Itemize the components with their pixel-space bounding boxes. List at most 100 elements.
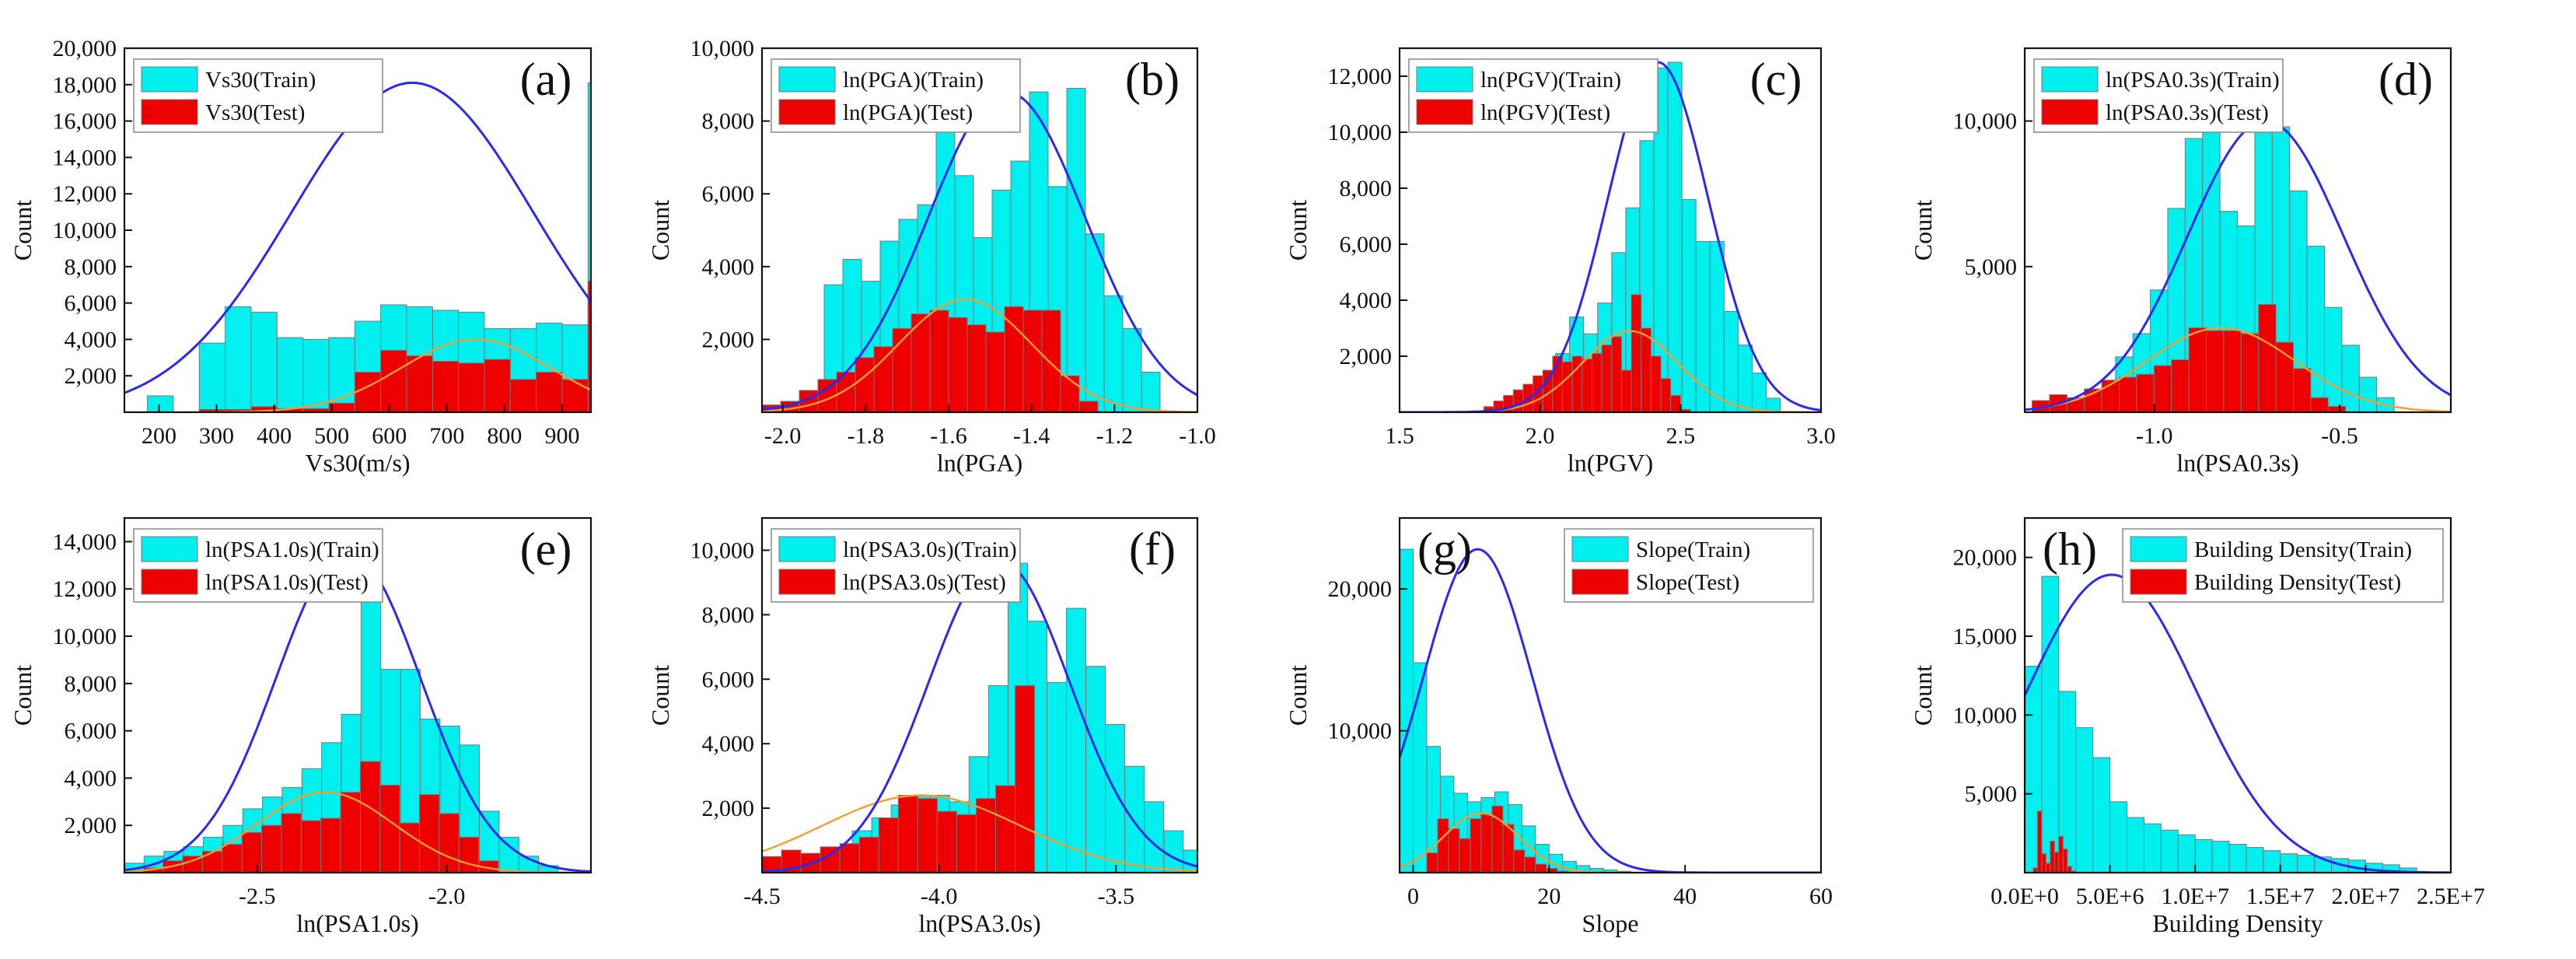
train-bar (1766, 397, 1781, 412)
test-bar (2258, 303, 2277, 412)
legend-label-test: ln(PSA1.0s)(Test) (205, 570, 369, 595)
train-bar (1183, 849, 1197, 873)
legend-label-train: ln(PSA3.0s)(Train) (843, 537, 1017, 562)
y-axis-label: Count (646, 665, 674, 726)
y-axis-label: Count (1284, 665, 1312, 726)
y-axis-label: Count (646, 200, 674, 261)
train-bar (1709, 240, 1725, 412)
test-bar (1512, 389, 1524, 412)
test-fit-curve (762, 794, 1197, 873)
train-bar (2160, 829, 2179, 873)
x-axis-label: ln(PSA3.0s) (918, 909, 1040, 937)
panel-label: (d) (2379, 54, 2433, 105)
test-bar (1535, 863, 1547, 873)
test-bar (2205, 330, 2225, 412)
train-bar (1085, 666, 1106, 873)
train-bar (498, 836, 519, 873)
x-tick-label: 400 (257, 423, 292, 449)
y-tick-label: 8,000 (1340, 176, 1393, 201)
test-bar (1660, 378, 1672, 412)
plot-area (1400, 548, 1821, 873)
train-bar (1124, 765, 1145, 873)
test-bar (222, 844, 243, 873)
train-bar (276, 337, 304, 412)
train-bar (2228, 844, 2247, 873)
x-tick-label: 40 (1673, 884, 1697, 909)
train-bar (2324, 306, 2343, 412)
test-bar (380, 349, 407, 412)
train-bar (1163, 830, 1184, 873)
test-fit-curve (124, 791, 591, 873)
x-tick-label: 300 (199, 423, 234, 449)
x-tick-label: -1.4 (1013, 423, 1050, 449)
legend: Building Density(Train) Building Density(… (2122, 528, 2444, 603)
train-bar (1400, 548, 1414, 873)
train-fit-curve (1400, 548, 1821, 873)
plot-frame (1398, 47, 1823, 414)
x-tick-label: 0 (1407, 884, 1419, 909)
test-bar (839, 843, 860, 873)
train-bar (1105, 723, 1126, 873)
x-tick-label: 3.0 (1806, 423, 1836, 449)
test-bar (241, 831, 263, 873)
legend-label-test: Vs30(Test) (205, 100, 305, 125)
legend-label-test: Slope(Test) (1636, 570, 1739, 595)
test-bar (509, 379, 537, 412)
test-bar (2041, 853, 2046, 873)
y-axis-label: Count (9, 665, 37, 726)
test-bar (1601, 345, 1613, 412)
test-series (198, 281, 591, 412)
test-bar (975, 798, 996, 873)
legend-swatch-train (778, 536, 836, 562)
test-bar (1562, 361, 1573, 412)
x-axis-label: Building Density (2152, 909, 2323, 937)
x-axis-label: ln(PSA0.3s) (2176, 449, 2298, 477)
y-tick-label: 15,000 (1953, 624, 2018, 649)
plot-area (124, 82, 591, 412)
panel-a: 200 300 400 500 600 700 800 900 2,000 4,000 6,000 8… (9, 36, 592, 477)
plot-area (2025, 573, 2451, 873)
panel-label: (g) (1417, 523, 1472, 575)
x-tick-label: -3.5 (1098, 884, 1135, 909)
test-bar (994, 785, 1016, 873)
test-bar (536, 372, 563, 412)
train-bar (2263, 850, 2281, 873)
test-bar (458, 362, 485, 412)
y-tick-label: 8,000 (702, 602, 755, 628)
test-bar (985, 331, 1005, 412)
x-tick-label: -1.0 (1179, 423, 1216, 449)
test-bar (873, 346, 893, 412)
test-bar (300, 820, 322, 873)
test-bar (1448, 828, 1460, 873)
train-bar (225, 306, 252, 412)
x-tick-label: 5.0E+6 (2076, 884, 2144, 909)
legend-swatch-train (141, 536, 198, 562)
test-bar (2188, 327, 2207, 412)
panel-label: (c) (1750, 54, 1802, 105)
y-tick-label: 6,000 (65, 291, 117, 317)
x-axis-label: ln(PGV) (1568, 449, 1653, 477)
test-bar (406, 355, 433, 412)
legend: ln(PSA3.0s)(Train) ln(PSA3.0s)(Test) (771, 528, 1021, 603)
x-tick-label: -4.0 (921, 884, 958, 909)
panel-b: -2.0 -1.8 -1.6 -1.4 -1.2 -1.0 2,000 4,000 6,000 8… (646, 36, 1216, 477)
legend-swatch-train (1416, 66, 1473, 93)
panel-label: (e) (520, 523, 572, 575)
x-tick-label: 500 (314, 423, 349, 449)
test-bar (2153, 365, 2172, 412)
legend-swatch-test (778, 569, 836, 595)
test-bar (1426, 852, 1438, 873)
test-bar (911, 313, 931, 412)
test-bar (2240, 333, 2260, 412)
legend: ln(PGA)(Train) ln(PGA)(Test) (771, 58, 1021, 133)
test-bar (2292, 368, 2312, 412)
y-tick-label: 5,000 (1965, 782, 2018, 807)
panel-label: (h) (2043, 523, 2097, 575)
test-bar (439, 813, 460, 873)
y-axis-label: Count (1909, 665, 1937, 726)
test-bar (1650, 355, 1662, 412)
panel-d: -1.0 -0.5 5,000 10,000 ln(PSA0.3s) Count (d) ln… (1909, 47, 2452, 477)
test-bar (587, 281, 591, 412)
y-axis-label: Count (9, 200, 37, 261)
x-tick-label: -0.5 (2321, 423, 2358, 449)
